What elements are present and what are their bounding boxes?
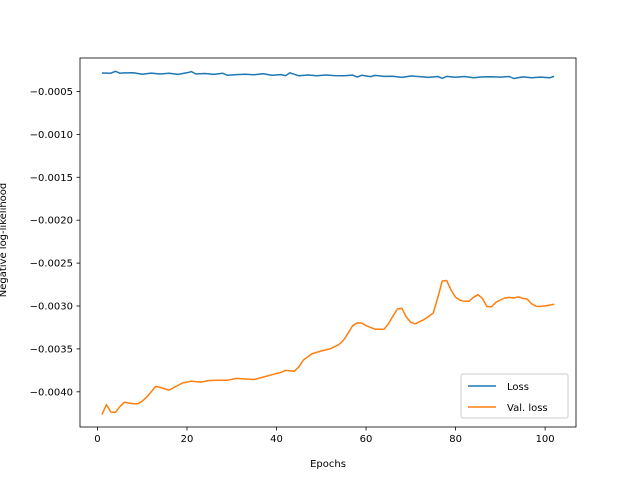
legend-label-loss: Loss [507, 382, 529, 393]
y-axis-ticks: −0.0040 −0.0035 −0.0030 −0.0025 −0.0020 −0.00… [30, 87, 80, 398]
series-line-loss [101, 70, 555, 80]
x-axis-ticks: 0 20 40 60 80 100 [94, 427, 555, 445]
x-tick-label: 80 [449, 434, 462, 445]
series-line-val-loss [101, 279, 555, 415]
legend: Loss Val. loss [460, 373, 569, 419]
y-tick-label: −0.0015 [30, 173, 73, 184]
y-axis-label: Negative log-likelihood [0, 183, 9, 298]
plot-lines [101, 70, 555, 415]
y-tick-label: −0.0035 [30, 344, 73, 355]
x-tick-label: 100 [536, 434, 555, 445]
x-tick-label: 60 [360, 434, 373, 445]
x-axis-label: Epochs [310, 459, 346, 470]
x-tick-label: 0 [94, 434, 100, 445]
y-tick-label: −0.0005 [30, 87, 73, 98]
x-tick-label: 40 [270, 434, 283, 445]
y-tick-label: −0.0030 [30, 302, 73, 313]
y-tick-label: −0.0010 [30, 130, 73, 141]
y-tick-label: −0.0025 [30, 259, 73, 270]
y-tick-label: −0.0040 [30, 387, 73, 398]
plot-area-border [79, 57, 577, 428]
y-tick-label: −0.0020 [30, 216, 73, 227]
axes-frame [79, 57, 577, 428]
legend-label-val-loss: Val. loss [507, 403, 548, 414]
x-tick-label: 20 [181, 434, 194, 445]
